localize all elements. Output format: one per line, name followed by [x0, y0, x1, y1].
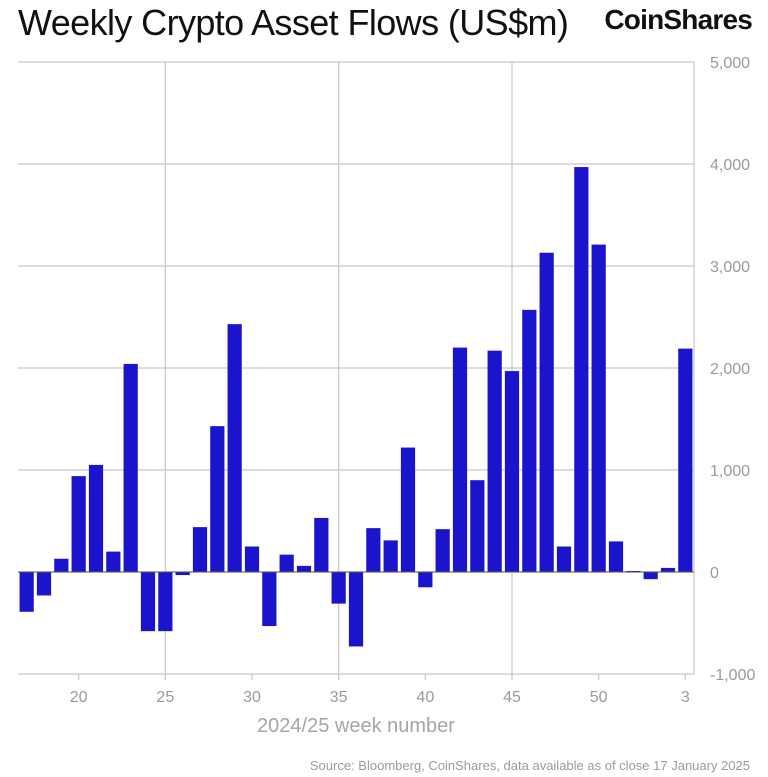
bar-week-37 — [366, 528, 381, 572]
y-tick-label: 2,000 — [710, 361, 750, 378]
bar-week-20 — [71, 476, 86, 572]
y-tick-label: -1,000 — [710, 667, 755, 684]
bar-week-42 — [452, 347, 468, 572]
bar-week-27 — [192, 527, 208, 572]
bar-week-18 — [36, 572, 52, 596]
bar-week-34 — [314, 517, 329, 572]
bar-week-39 — [400, 447, 416, 572]
bar-week-19 — [54, 558, 69, 572]
bar-week-23 — [123, 363, 138, 572]
bar-week-45 — [504, 371, 520, 572]
bar-week-21 — [88, 464, 104, 572]
x-tick-label: 45 — [503, 689, 521, 706]
bar-week-22 — [106, 551, 121, 572]
x-axis-label: 2024/25 week number — [257, 715, 455, 737]
y-tick-label: 5,000 — [710, 55, 750, 72]
x-tick-label: 40 — [416, 689, 434, 706]
bar-week-35 — [331, 572, 346, 604]
bar-week-51 — [608, 541, 624, 572]
bar-week-43 — [470, 480, 485, 572]
bar-week-28 — [210, 426, 225, 572]
x-tick-label: 30 — [243, 689, 261, 706]
bar-week-41 — [435, 529, 450, 572]
x-tick-label: 50 — [590, 689, 608, 706]
bar-layer — [19, 167, 693, 647]
bar-week-25 — [158, 572, 173, 632]
bar-week-3 — [678, 348, 693, 572]
bar-week-29 — [227, 324, 242, 572]
bar-week-52 — [626, 570, 641, 572]
bar-week-40 — [418, 572, 433, 588]
bar-week-24 — [140, 572, 156, 632]
chart-title: Weekly Crypto Asset Flows (US$m) — [18, 2, 569, 43]
x-tick-label: 3 — [681, 689, 690, 706]
bar-week-36 — [348, 572, 364, 647]
y-tick-label: 4,000 — [710, 157, 750, 174]
bar-week-50 — [591, 244, 606, 572]
bar-week-38 — [383, 540, 398, 572]
y-tick-label: 1,000 — [710, 463, 750, 480]
y-tick-label: 0 — [710, 565, 719, 582]
bar-week-33 — [296, 565, 312, 572]
source-note: Source: Bloomberg, CoinShares, data avai… — [309, 758, 750, 773]
bar-week-46 — [522, 309, 537, 572]
bar-week-26 — [175, 572, 190, 576]
bar-week-17 — [19, 572, 34, 612]
bar-week-30 — [244, 546, 260, 572]
coinshares-logo: CoinShares — [604, 4, 752, 35]
bar-week-32 — [279, 554, 294, 572]
bar-week-48 — [556, 546, 572, 572]
x-tick-label: 35 — [330, 689, 348, 706]
x-tick-label: 20 — [70, 689, 88, 706]
bar-week-49 — [574, 167, 589, 572]
bar-week-44 — [487, 350, 502, 572]
x-tick-label: 25 — [156, 689, 174, 706]
bar-week-31 — [262, 572, 277, 627]
y-tick-label: 3,000 — [710, 259, 750, 276]
bar-week-2 — [660, 567, 676, 572]
bar-week-1 — [643, 572, 658, 580]
bar-week-47 — [539, 252, 554, 573]
